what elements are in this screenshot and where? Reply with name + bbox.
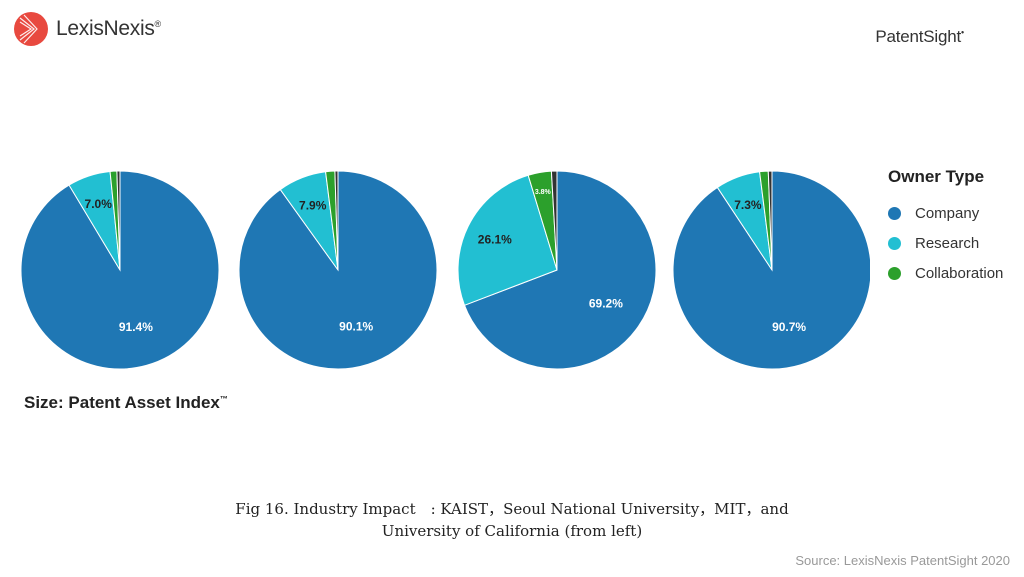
slice-other-1 xyxy=(116,170,121,271)
size-label: Size: Patent Asset Index™ xyxy=(24,393,228,412)
legend-item-company: Company xyxy=(888,198,1003,228)
pie-chart-2: 90.1% 7.9% xyxy=(238,170,438,370)
slice-research-3 xyxy=(457,174,558,306)
slice-other-2 xyxy=(334,170,339,271)
legend-label-company: Company xyxy=(915,204,980,222)
legend-item-research: Research xyxy=(888,228,1003,258)
data-label-research-2: 7.9% xyxy=(299,199,327,213)
legend: Owner Type Company Research Collaboratio… xyxy=(888,167,1003,288)
data-label-research-4: 7.3% xyxy=(734,198,762,212)
data-label-company-2: 90.1% xyxy=(339,320,373,334)
pie-chart-3: 69.2% 26.1% 3.8% xyxy=(457,170,657,370)
pie-charts: 91.4% 7.0% 90.1% 7.9% 69.2% 26.1% 3.8% 90.7% 7.3… xyxy=(20,170,870,370)
lexisnexis-wordmark: LexisNexis® xyxy=(56,17,161,40)
legend-label-collaboration: Collaboration xyxy=(915,264,1004,282)
caption-line-1: Fig 16. Industry Impact : KAIST，Seoul Na… xyxy=(235,500,789,518)
data-label-company-1: 91.4% xyxy=(119,320,153,334)
pie-chart-1: 91.4% 7.0% xyxy=(20,170,220,370)
data-label-company-3: 69.2% xyxy=(589,297,623,311)
legend-title: Owner Type xyxy=(888,167,985,186)
legend-item-collaboration: Collaboration xyxy=(888,258,1003,288)
source-note: Source: LexisNexis PatentSight 2020 xyxy=(795,553,1010,568)
data-label-research-1: 7.0% xyxy=(85,197,113,211)
legend-swatch-company xyxy=(888,206,901,220)
figure-caption: Fig 16. Industry Impact : KAIST，Seoul Na… xyxy=(0,498,1024,542)
data-label-collaboration-3: 3.8% xyxy=(535,189,552,196)
slice-company-3 xyxy=(463,170,657,370)
lexisnexis-logo-icon xyxy=(14,12,48,46)
pie-chart-4: 90.7% 7.3% xyxy=(672,170,870,370)
data-label-company-4: 90.7% xyxy=(772,320,806,334)
legend-label-research: Research xyxy=(915,234,980,252)
slice-other-3 xyxy=(550,170,558,271)
caption-line-2: University of California (from left) xyxy=(381,522,643,540)
legend-swatch-research xyxy=(888,236,901,250)
legend-swatch-collaboration xyxy=(888,266,901,280)
lexisnexis-logo: LexisNexis® xyxy=(14,12,161,46)
patentsight-logo: PatentSight• xyxy=(875,27,964,46)
data-label-research-3: 26.1% xyxy=(478,233,512,247)
slice-other-4 xyxy=(767,170,773,271)
